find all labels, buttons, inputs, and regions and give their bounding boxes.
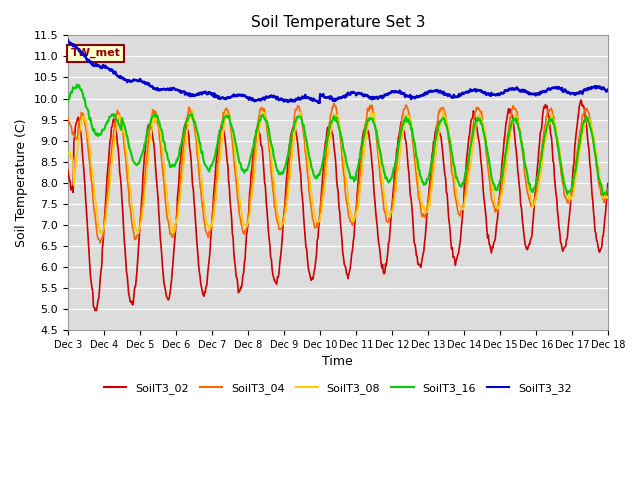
Y-axis label: Soil Temperature (C): Soil Temperature (C) — [15, 119, 28, 247]
Title: Soil Temperature Set 3: Soil Temperature Set 3 — [251, 15, 425, 30]
Legend: SoilT3_02, SoilT3_04, SoilT3_08, SoilT3_16, SoilT3_32: SoilT3_02, SoilT3_04, SoilT3_08, SoilT3_… — [99, 379, 576, 398]
Text: TW_met: TW_met — [70, 48, 120, 58]
X-axis label: Time: Time — [323, 355, 353, 369]
